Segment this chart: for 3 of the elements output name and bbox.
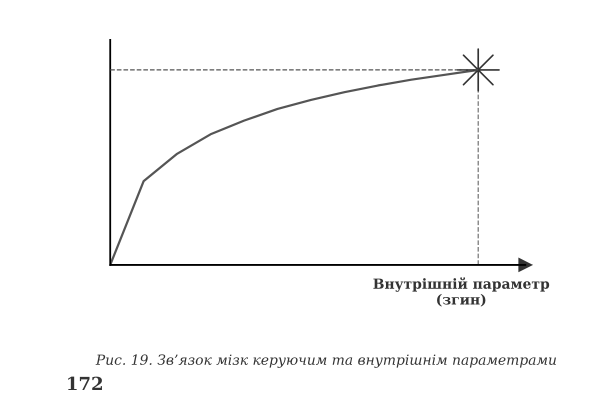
text: 172: [68, 376, 102, 390]
x-axis-title: Внутрішній параметр (згин): [373, 277, 550, 307]
text: Рис. 19. Зв’язок мізк керуючим та внутрішнім параметрами: [96, 354, 556, 368]
